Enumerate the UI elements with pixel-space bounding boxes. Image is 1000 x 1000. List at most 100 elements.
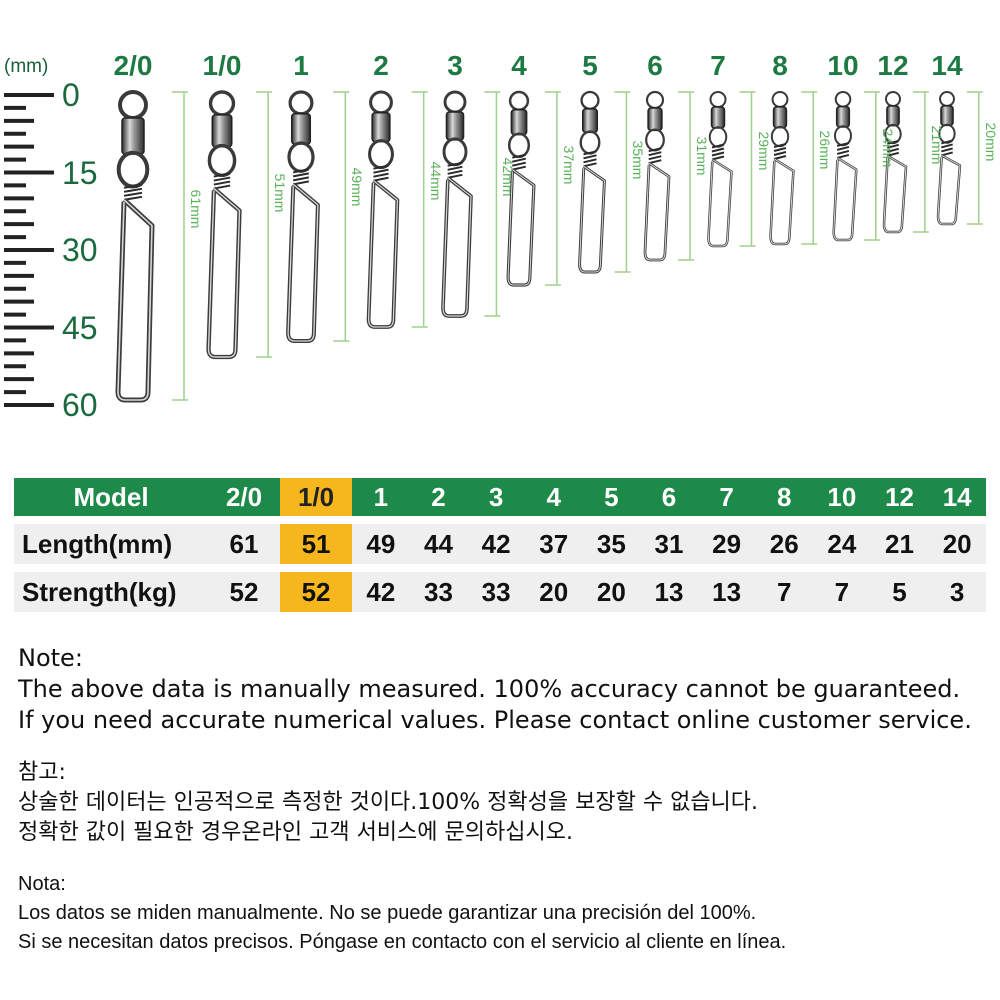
table-cell: 20 bbox=[524, 572, 583, 612]
dimension-line bbox=[966, 91, 983, 225]
size-label: 2 bbox=[373, 50, 389, 81]
table-cell: 20 bbox=[582, 572, 641, 612]
snap-swivel-4 bbox=[366, 90, 400, 329]
dimension-label: 26mm bbox=[817, 130, 834, 170]
size-label: 4 bbox=[511, 50, 527, 81]
dimension-label: 37mm bbox=[560, 145, 577, 185]
table-cell: 7 bbox=[813, 572, 871, 612]
table-header-cell: 8 bbox=[755, 478, 814, 516]
dimension-label: 49mm bbox=[349, 167, 366, 207]
dimension-label: 51mm bbox=[272, 173, 289, 213]
note-title: 참고: bbox=[18, 760, 66, 785]
dimension-line bbox=[801, 91, 818, 245]
note-line: If you need accurate numerical values. P… bbox=[18, 706, 972, 734]
table-cell: 13 bbox=[697, 572, 756, 612]
dimension-label: 31mm bbox=[694, 136, 711, 176]
note-line: Si se necesitan datos precisos. Póngase … bbox=[18, 931, 787, 953]
snap-swivel-3 bbox=[286, 90, 320, 344]
table-cell: 24 bbox=[813, 524, 871, 564]
dimension-label: 61mm bbox=[188, 189, 204, 229]
snap-swivel-10 bbox=[769, 91, 795, 246]
ruler-mark-label: 45 bbox=[62, 309, 98, 346]
table-cell: 29 bbox=[697, 524, 756, 564]
size-label: 3 bbox=[447, 50, 463, 81]
size-label: 6 bbox=[647, 50, 663, 81]
dimension-line bbox=[411, 91, 428, 328]
table-header-cell: 1/0 bbox=[280, 478, 353, 516]
size-label: 12 bbox=[877, 50, 909, 81]
note-title: Note: bbox=[18, 644, 83, 672]
table-header-cell: 2/0 bbox=[208, 478, 281, 516]
size-label: 2/0 bbox=[113, 50, 153, 81]
table-header-cell: 1 bbox=[352, 478, 410, 516]
snap-swivel-8 bbox=[643, 90, 671, 262]
dimension-label: 35mm bbox=[630, 140, 647, 180]
note-line: 상술한 데이터는 인공적으로 측정한 것이다.100% 정확성을 보장할 수 없… bbox=[18, 790, 759, 815]
table-cell: 51 bbox=[280, 524, 353, 564]
size-label: 7 bbox=[710, 50, 726, 81]
dimension-line bbox=[484, 91, 501, 317]
ruler-scale bbox=[4, 93, 54, 407]
table-cell: 52 bbox=[280, 572, 353, 612]
snap-swivel-2 bbox=[206, 90, 242, 360]
table-cell: 33 bbox=[409, 572, 468, 612]
dimension-line bbox=[739, 91, 756, 247]
table-header-cell: 14 bbox=[928, 478, 986, 516]
snap-swivel-12 bbox=[882, 91, 908, 234]
table-cell: 61 bbox=[208, 524, 281, 564]
size-label: 1/0 bbox=[202, 50, 242, 81]
table-cell: 7 bbox=[755, 572, 814, 612]
table-cell: 26 bbox=[755, 524, 814, 564]
table-row-label: Strength(kg) bbox=[14, 572, 208, 612]
table-cell: 52 bbox=[208, 572, 281, 612]
dimension-label: 42mm bbox=[500, 157, 517, 197]
table-cell: 5 bbox=[870, 572, 929, 612]
table-cell: 37 bbox=[524, 524, 583, 564]
dimension-line bbox=[172, 91, 188, 401]
dimension-label: 21mm bbox=[928, 125, 945, 165]
size-label: 8 bbox=[772, 50, 788, 81]
spec-table: Model 2/0 1/0 1 2 3 4 5 6 7 8 10 12 14 Length(mm) 61 51 4… bbox=[14, 470, 986, 620]
snap-swivel-5 bbox=[441, 90, 473, 318]
note-line: The above data is manually measured. 100… bbox=[18, 675, 961, 703]
table-row: Length(mm) 61 51 49 44 42 37 35 31 29 26 24 21 20 bbox=[14, 524, 986, 564]
table-cell: 21 bbox=[870, 524, 929, 564]
table-row: Strength(kg) 52 52 42 33 33 20 20 13 13 7 7 5 3 bbox=[14, 572, 986, 612]
table-cell: 35 bbox=[582, 524, 641, 564]
note-title: Nota: bbox=[18, 873, 66, 895]
table-header-cell: 6 bbox=[640, 478, 698, 516]
table-cell: 31 bbox=[640, 524, 698, 564]
snap-swivel-6 bbox=[506, 90, 536, 287]
table-header-cell: 4 bbox=[524, 478, 583, 516]
snap-swivel-1 bbox=[115, 90, 155, 403]
table-cell: 20 bbox=[928, 524, 986, 564]
ruler-mark-label: 0 bbox=[62, 77, 80, 113]
note-spanish: Nota: Los datos se miden manualmente. No… bbox=[18, 874, 786, 961]
table-cell: 49 bbox=[352, 524, 410, 564]
size-label: 5 bbox=[582, 50, 598, 81]
dimension-line bbox=[256, 91, 273, 358]
table-header-cell: 5 bbox=[582, 478, 641, 516]
table-cell: 3 bbox=[928, 572, 986, 612]
snap-swivel-illustration bbox=[115, 90, 983, 403]
snap-swivel-9 bbox=[707, 91, 733, 248]
dimension-label: 44mm bbox=[427, 161, 444, 201]
table-header-cell: 10 bbox=[813, 478, 871, 516]
snap-swivel-11 bbox=[832, 91, 858, 242]
table-cell: 44 bbox=[409, 524, 468, 564]
dimension-line bbox=[912, 91, 929, 233]
dimension-label: 24mm bbox=[879, 128, 896, 168]
snap-swivel-13 bbox=[936, 91, 962, 226]
table-cell: 42 bbox=[352, 572, 410, 612]
ruler-mark-label: 60 bbox=[62, 387, 98, 423]
dimension-line bbox=[333, 91, 350, 342]
table-cell: 13 bbox=[640, 572, 698, 612]
table-cell: 42 bbox=[467, 524, 525, 564]
dimension-label: 29mm bbox=[755, 131, 772, 170]
note-english: Note: The above data is manually measure… bbox=[18, 646, 972, 739]
table-header-cell: 7 bbox=[697, 478, 756, 516]
dimension-line bbox=[863, 91, 880, 241]
table-header-row: Model 2/0 1/0 1 2 3 4 5 6 7 8 10 12 14 bbox=[14, 478, 986, 516]
note-line: Los datos se miden manualmente. No se pu… bbox=[18, 902, 757, 924]
dimension-line bbox=[544, 91, 561, 286]
